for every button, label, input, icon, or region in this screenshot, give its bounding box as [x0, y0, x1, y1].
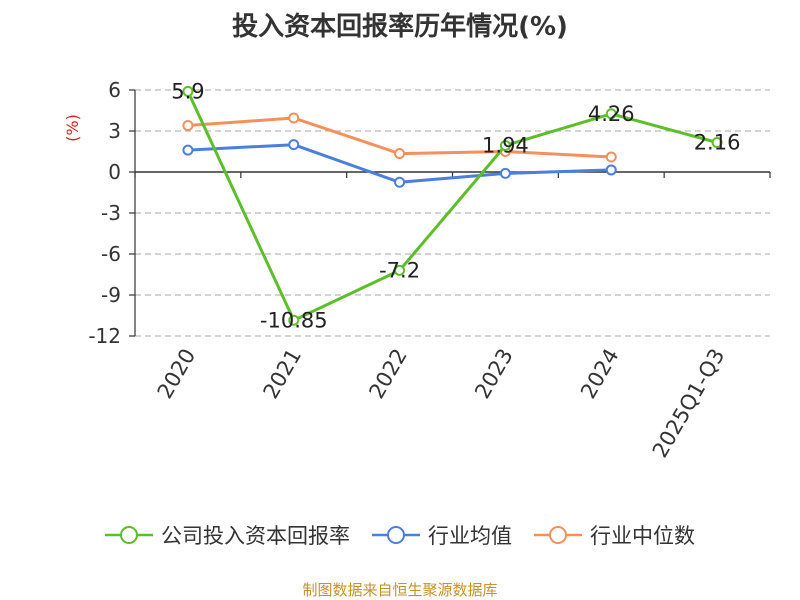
legend-item-industry-mean[interactable]: 行业均值 [372, 520, 512, 550]
y-tick-label: 6 [108, 78, 121, 102]
y-tick-label: 3 [108, 119, 121, 143]
data-label: -10.85 [260, 308, 328, 332]
data-label: 5.9 [171, 79, 204, 103]
series-line [186, 90, 718, 322]
data-label: -7.2 [379, 258, 420, 282]
data-point [182, 120, 194, 132]
data-point [182, 85, 194, 97]
data-point [182, 144, 194, 156]
data-point [288, 112, 300, 124]
legend-label: 行业均值 [428, 524, 512, 548]
y-tick-label: -12 [88, 324, 121, 348]
x-tick-label: 2025Q1-Q3 [648, 345, 730, 462]
x-tick-label: 2024 [576, 345, 624, 403]
data-label: 2.16 [694, 130, 741, 154]
legend: 公司投入资本回报率 行业均值 行业中位数 [0, 520, 800, 550]
data-point [499, 167, 511, 179]
chart-title: 投入资本回报率历年情况(%) [232, 12, 568, 42]
y-tick-label: -3 [101, 201, 121, 225]
data-label: 1.94 [482, 133, 529, 157]
data-point [605, 151, 617, 163]
data-point [288, 139, 300, 151]
y-tick-label: -9 [101, 283, 121, 307]
data-point [394, 148, 406, 160]
x-tick-label: 2021 [259, 345, 307, 403]
data-point [499, 139, 511, 151]
legend-line-green-icon [105, 526, 153, 544]
data-point [394, 176, 406, 188]
legend-item-company[interactable]: 公司投入资本回报率 [105, 520, 350, 550]
y-tick-label: 0 [108, 160, 121, 184]
data-point [605, 164, 617, 176]
data-point [394, 264, 406, 276]
legend-label: 公司投入资本回报率 [161, 524, 350, 548]
data-point [288, 314, 300, 326]
legend-label: 行业中位数 [590, 524, 695, 548]
legend-line-orange-icon [534, 526, 582, 544]
y-axis-label: (%) [63, 114, 82, 142]
data-point [605, 108, 617, 120]
data-label: 4.26 [588, 102, 635, 126]
legend-item-industry-median[interactable]: 行业中位数 [534, 520, 695, 550]
x-tick-label: 2022 [364, 345, 412, 403]
source-note: 制图数据来自恒生聚源数据库 [302, 581, 498, 599]
grid-lines [135, 89, 770, 337]
legend-line-blue-icon [372, 526, 420, 544]
series-lines [182, 85, 723, 326]
data-point [711, 136, 723, 148]
data-labels: 5.9 -10.85 -7.2 1.94 4.26 2.16 [171, 79, 740, 332]
y-tick-label: -6 [101, 242, 121, 266]
x-tick-label: 2023 [470, 345, 518, 403]
x-tick-label: 2020 [153, 345, 201, 403]
